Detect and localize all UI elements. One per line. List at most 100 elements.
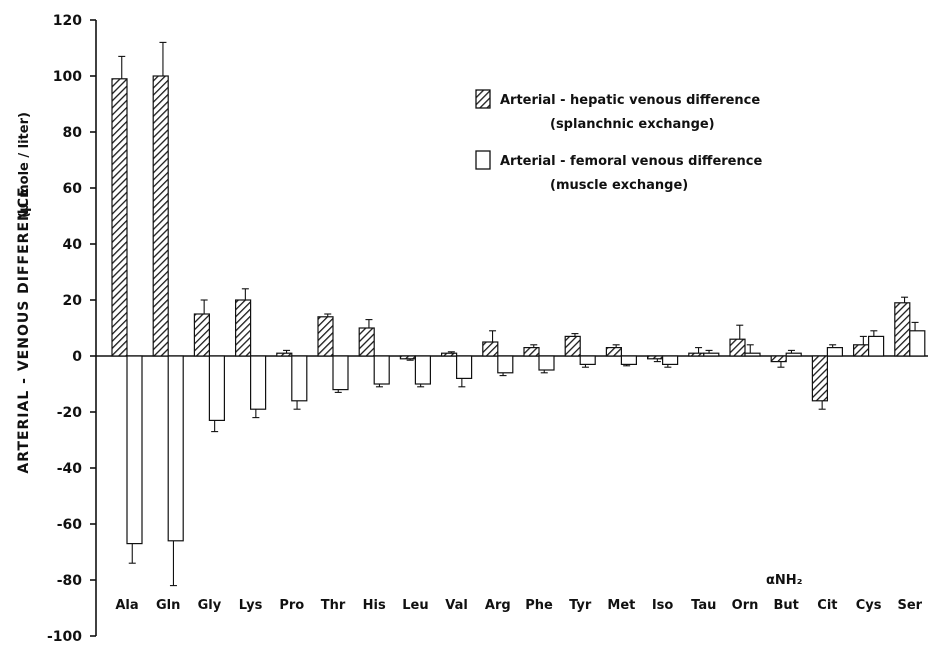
error-bar-splanchnic-his <box>365 319 373 328</box>
bar-splanchnic-but <box>770 355 787 363</box>
error-bar-splanchnic-but <box>777 361 785 368</box>
error-bar-splanchnic-val <box>447 351 455 354</box>
bar-muscle-arg <box>497 355 514 374</box>
bar-splanchnic-ser <box>894 302 911 357</box>
bar-muscle-iso <box>661 355 679 365</box>
bar-muscle-gln <box>167 355 184 542</box>
bar-muscle-val <box>456 355 473 379</box>
y-tick-label: 100 <box>53 69 82 85</box>
bar-muscle-tyr <box>579 355 596 365</box>
y-axis-unit: (μ mole / liter) <box>17 112 32 218</box>
y-tick-label: 0 <box>72 349 82 365</box>
error-bar-splanchnic-cys <box>859 335 867 345</box>
error-bar-splanchnic-orn <box>736 324 744 340</box>
legend-swatch-white <box>475 150 491 170</box>
bar-splanchnic-thr <box>317 316 334 357</box>
bar-splanchnic-met <box>605 347 623 357</box>
y-tick-label: -80 <box>57 573 83 589</box>
error-bar-muscle-orn <box>746 344 754 354</box>
error-bar-muscle-but <box>787 349 795 354</box>
bar-splanchnic-arg <box>482 341 499 357</box>
bar-splanchnic-his <box>358 327 375 357</box>
bar-splanchnic-orn <box>729 338 746 357</box>
error-bar-splanchnic-iso <box>653 358 661 363</box>
error-bar-muscle-arg <box>499 372 507 377</box>
error-bar-splanchnic-thr <box>324 313 332 317</box>
error-bar-muscle-cys <box>870 330 878 337</box>
bar-splanchnic-pro <box>276 352 293 357</box>
x-tick-label-met: Met <box>607 598 635 613</box>
error-bar-splanchnic-ser <box>901 296 909 303</box>
error-bars <box>118 41 919 587</box>
category-prefix-label: αNH₂ <box>766 573 802 588</box>
x-tick-label-phe: Phe <box>525 598 553 613</box>
bar-muscle-cys <box>867 335 885 357</box>
bar-splanchnic-ala <box>111 78 128 357</box>
error-bar-splanchnic-tau <box>695 347 703 354</box>
bar-splanchnic-gln <box>152 75 169 357</box>
bar-splanchnic-tyr <box>564 335 581 357</box>
error-bar-splanchnic-phe <box>530 344 538 348</box>
bar-muscle-thr <box>332 355 349 391</box>
x-tick-label-gln: Gln <box>156 598 180 613</box>
legend-swatch-hatched <box>475 89 491 109</box>
bar-muscle-met <box>620 355 638 365</box>
y-tick-label: 60 <box>63 181 83 197</box>
y-tick-label: 120 <box>53 13 82 29</box>
y-tick-label: 20 <box>63 293 83 309</box>
bar-splanchnic-tau <box>688 352 705 357</box>
error-bar-splanchnic-gln <box>159 41 167 76</box>
x-tick-labels: Ala Gln Gly Lys Pro Thr His Leu Val Arg Phe Tyr Met I… <box>115 598 922 613</box>
error-bar-muscle-gly <box>211 420 219 433</box>
error-bar-muscle-leu <box>417 384 425 388</box>
legend-sublabel-series-2: (muscle exchange) <box>550 178 688 193</box>
bar-splanchnic-val <box>441 352 458 357</box>
x-tick-label-tyr: Tyr <box>569 598 592 613</box>
legend-sublabel-series-1: (splanchnic exchange) <box>550 117 715 132</box>
bar-muscle-leu <box>414 355 431 385</box>
error-bar-muscle-pro <box>293 400 301 410</box>
bar-muscle-phe <box>538 355 555 371</box>
error-bar-splanchnic-met <box>612 344 620 348</box>
bar-muscle-tau <box>703 352 720 357</box>
x-tick-label-val: Val <box>445 598 468 613</box>
x-tick-label-ser: Ser <box>898 598 923 613</box>
bar-muscle-orn <box>744 352 761 357</box>
y-tick-label: -100 <box>47 629 82 645</box>
error-bar-muscle-gln <box>169 540 177 587</box>
error-bar-muscle-phe <box>540 370 548 374</box>
bar-muscle-pro <box>291 355 308 402</box>
x-tick-label-iso: Iso <box>652 598 674 613</box>
error-bar-splanchnic-tyr <box>571 333 579 337</box>
x-tick-label-thr: Thr <box>321 598 346 613</box>
y-tick-label: 40 <box>63 237 83 253</box>
x-tick-label-lys: Lys <box>239 598 263 613</box>
bar-muscle-lys <box>250 355 267 410</box>
x-tick-label-arg: Arg <box>485 598 511 613</box>
error-bar-muscle-lys <box>252 409 260 419</box>
error-bar-muscle-ser <box>911 321 919 331</box>
error-bar-muscle-met <box>623 364 631 367</box>
error-bar-splanchnic-arg <box>489 330 497 342</box>
bar-splanchnic-leu <box>399 355 416 360</box>
error-bar-muscle-val <box>458 378 466 388</box>
x-tick-label-ala: Ala <box>115 598 138 613</box>
y-axis: 120 100 80 60 40 20 0 -20 -40 -60 -80 -100 <box>47 13 97 645</box>
bar-splanchnic-gly <box>193 313 210 357</box>
bar-splanchnic-cit <box>811 355 829 402</box>
x-tick-label-his: His <box>363 598 386 613</box>
bar-muscle-but <box>785 352 802 357</box>
error-bar-muscle-cit <box>829 344 837 348</box>
y-axis-title: ARTERIAL - VENOUS DIFFERENCE <box>16 186 32 473</box>
x-tick-label-pro: Pro <box>279 598 304 613</box>
bar-splanchnic-iso <box>646 355 664 360</box>
bar-muscle-cit <box>826 347 844 357</box>
x-tick-label-but: But <box>774 598 799 613</box>
y-tick-label: 80 <box>63 125 83 141</box>
error-bar-splanchnic-leu <box>406 358 414 361</box>
bar-muscle-his <box>373 355 390 385</box>
x-tick-label-cys: Cys <box>856 598 882 613</box>
bar-splanchnic-cys <box>852 344 870 357</box>
legend: Arterial - hepatic venous difference (sp… <box>475 89 762 193</box>
